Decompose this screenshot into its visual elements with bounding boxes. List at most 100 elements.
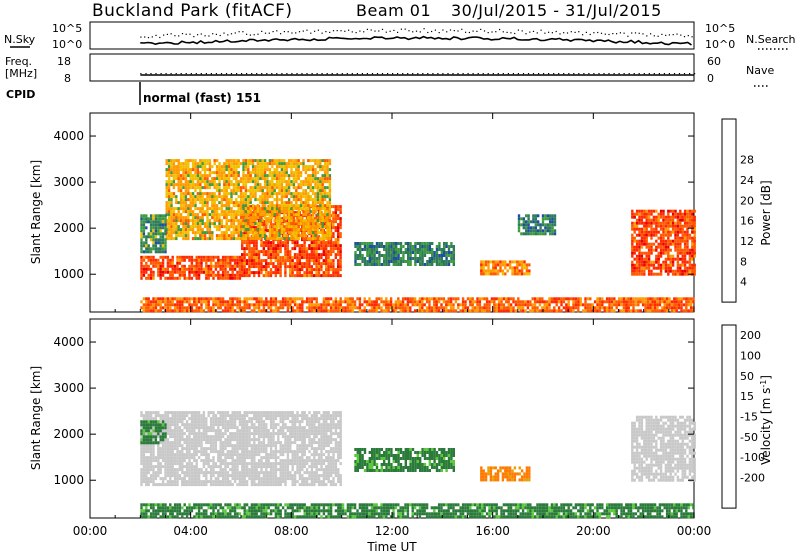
power-cell — [433, 260, 436, 263]
power-cell — [337, 250, 340, 254]
power-cell — [613, 303, 616, 307]
power-cell — [484, 269, 488, 273]
power-cell — [219, 258, 222, 262]
power-cell — [337, 274, 340, 278]
power-cell — [165, 210, 168, 214]
power-cell — [637, 297, 640, 301]
power-cell — [206, 225, 209, 229]
power-cell — [652, 221, 656, 225]
power-cell — [188, 270, 191, 274]
power-cell — [522, 232, 525, 236]
power-cell — [229, 273, 232, 277]
power-cell — [325, 259, 328, 263]
power-cell — [321, 192, 324, 196]
power-cell — [202, 300, 206, 304]
power-cell — [655, 230, 658, 234]
power-cell — [529, 303, 532, 307]
power-cell — [281, 235, 285, 239]
power-cell — [278, 189, 281, 193]
power-cell — [213, 192, 216, 196]
power-cell — [290, 162, 293, 166]
power-cell — [238, 276, 242, 280]
power-cell — [278, 165, 281, 169]
power-cell — [245, 244, 249, 248]
power-cell — [259, 189, 262, 193]
power-cell — [171, 270, 174, 274]
power-cell — [161, 306, 165, 310]
power-cell — [505, 297, 508, 301]
power-cell — [632, 300, 635, 304]
power-cell — [142, 232, 146, 236]
power-cell — [314, 162, 317, 166]
power-cell — [208, 183, 212, 187]
power-cell — [189, 159, 192, 163]
power-cell — [541, 217, 545, 221]
power-cell — [686, 260, 689, 264]
power-cell — [226, 303, 230, 307]
power-cell — [675, 303, 678, 307]
power-cell — [190, 267, 194, 271]
power-cell — [544, 223, 547, 227]
power-cell — [142, 303, 146, 307]
nave-point — [175, 73, 177, 75]
power-cell — [416, 248, 419, 251]
power-cell — [245, 241, 249, 245]
power-cell — [633, 239, 636, 243]
power-cell — [142, 267, 146, 271]
power-cell — [664, 248, 668, 252]
power-cell — [170, 159, 173, 163]
power-cell — [399, 257, 403, 260]
power-cell — [655, 248, 658, 252]
power-cell — [643, 215, 646, 219]
power-cell — [152, 306, 155, 310]
power-cell — [316, 228, 320, 232]
power-cell — [249, 174, 252, 178]
power-cell — [238, 300, 242, 304]
power-cell — [679, 269, 682, 273]
noise-search-point — [653, 35, 655, 37]
noise-search-point — [582, 34, 584, 36]
power-cell — [674, 245, 677, 249]
power-cell — [267, 250, 270, 254]
power-cell — [283, 171, 286, 175]
power-cell — [293, 268, 297, 272]
power-cell — [266, 213, 269, 217]
power-cell — [686, 221, 689, 225]
power-cell — [404, 297, 407, 301]
power-cell — [625, 303, 628, 307]
power-cell — [302, 162, 305, 166]
power-cell — [292, 177, 296, 181]
power-cell — [640, 266, 644, 270]
power-cell — [435, 260, 439, 263]
power-cell — [402, 260, 405, 263]
power-cell — [227, 237, 231, 241]
power-cell — [169, 264, 172, 268]
power-cell — [285, 195, 288, 199]
power-cell — [492, 260, 495, 264]
power-cell — [328, 210, 332, 214]
power-cell — [140, 238, 143, 242]
power-cell — [647, 224, 651, 228]
power-cell — [431, 251, 434, 254]
power-cell — [452, 303, 455, 307]
power-cell — [256, 222, 260, 226]
noise-search-point — [559, 33, 561, 35]
noise-search-point — [491, 31, 493, 33]
power-cell — [560, 303, 563, 307]
power-cell — [649, 309, 652, 313]
power-cell — [325, 268, 328, 272]
power-cell — [149, 309, 153, 313]
power-cell — [238, 255, 242, 259]
power-cell — [399, 309, 402, 313]
nave-point — [648, 73, 650, 75]
nave-point — [558, 73, 560, 75]
power-cell — [237, 183, 240, 187]
power-cell — [485, 303, 489, 307]
power-cell — [244, 225, 248, 229]
power-cell — [307, 213, 310, 217]
power-cell — [620, 297, 623, 301]
power-cell — [658, 309, 662, 313]
power-cell — [267, 241, 270, 245]
power-cell — [157, 264, 160, 268]
power-cell — [339, 217, 342, 221]
